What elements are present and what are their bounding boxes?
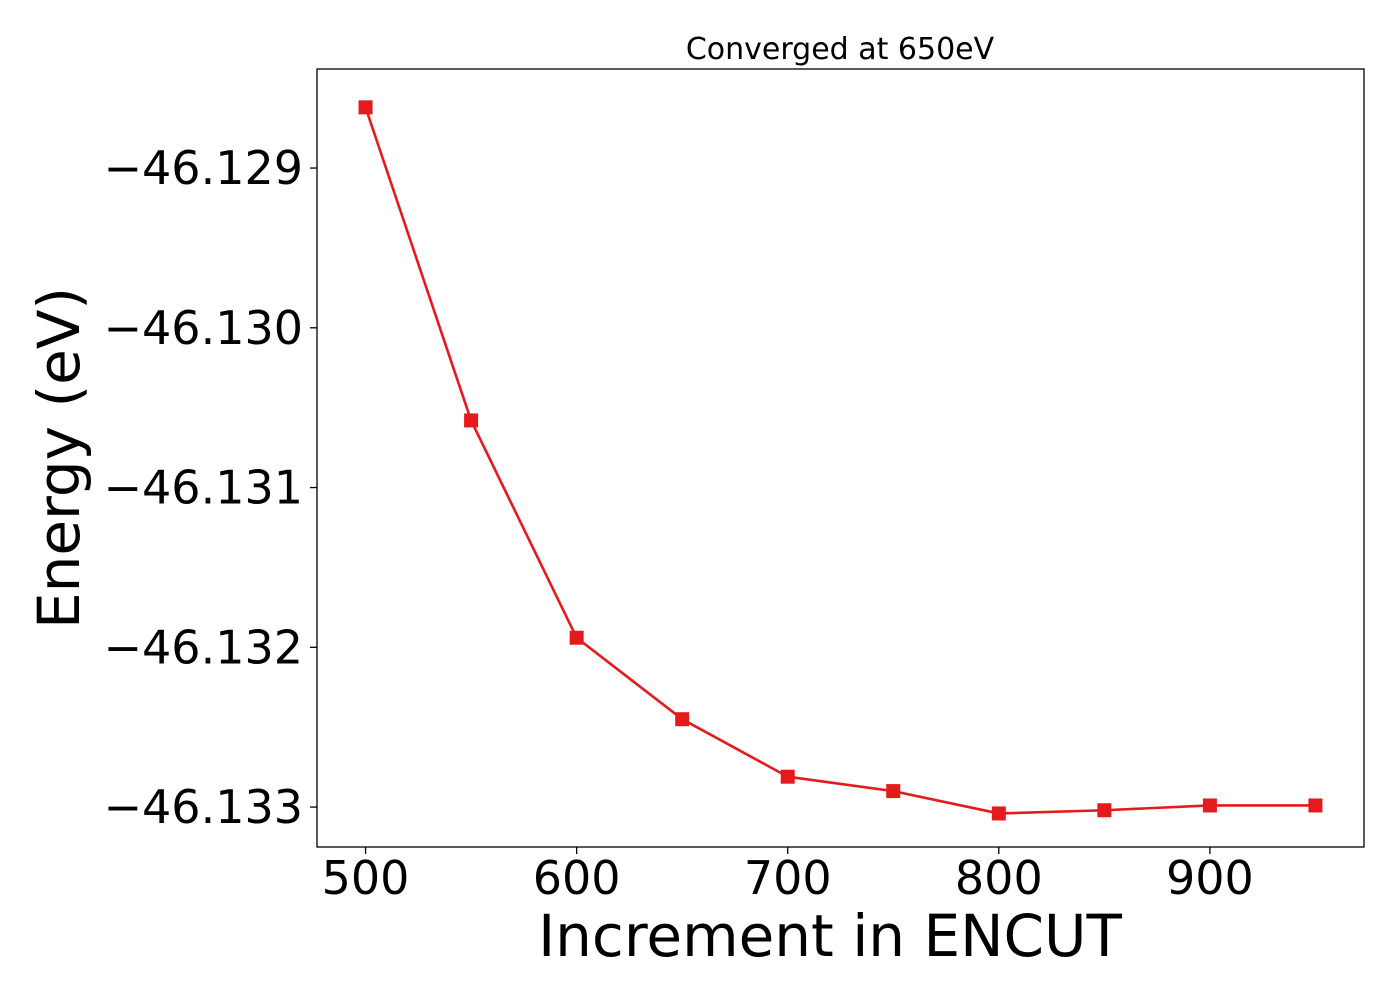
y-tick-label: −46.129	[104, 141, 304, 195]
x-axis-title: Increment in ENCUT	[538, 902, 1122, 970]
chart-title: Converged at 650eV	[686, 32, 995, 67]
x-tick-label: 500	[322, 851, 410, 905]
data-point-marker	[464, 413, 479, 428]
data-point-marker	[358, 100, 373, 115]
data-point-marker	[886, 784, 901, 799]
data-point-marker	[675, 712, 690, 727]
data-point-marker	[1097, 803, 1112, 818]
x-tick-label: 900	[1166, 851, 1254, 905]
data-point-marker	[780, 769, 795, 784]
y-tick-label: −46.130	[104, 301, 304, 355]
y-tick-label: −46.131	[104, 461, 304, 515]
series-line	[364, 106, 1316, 815]
x-tick-label: 800	[955, 851, 1043, 905]
plot-frame	[316, 68, 1365, 848]
x-tick-label: 700	[744, 851, 832, 905]
y-tick-label: −46.133	[104, 780, 304, 834]
data-point-marker	[1308, 798, 1323, 813]
data-point-marker	[991, 806, 1006, 821]
x-tick-label: 600	[533, 851, 621, 905]
data-point-marker	[1202, 798, 1217, 813]
data-point-marker	[569, 630, 584, 645]
y-tick-label: −46.132	[104, 620, 304, 674]
y-axis-title: Energy (eV)	[25, 287, 93, 629]
